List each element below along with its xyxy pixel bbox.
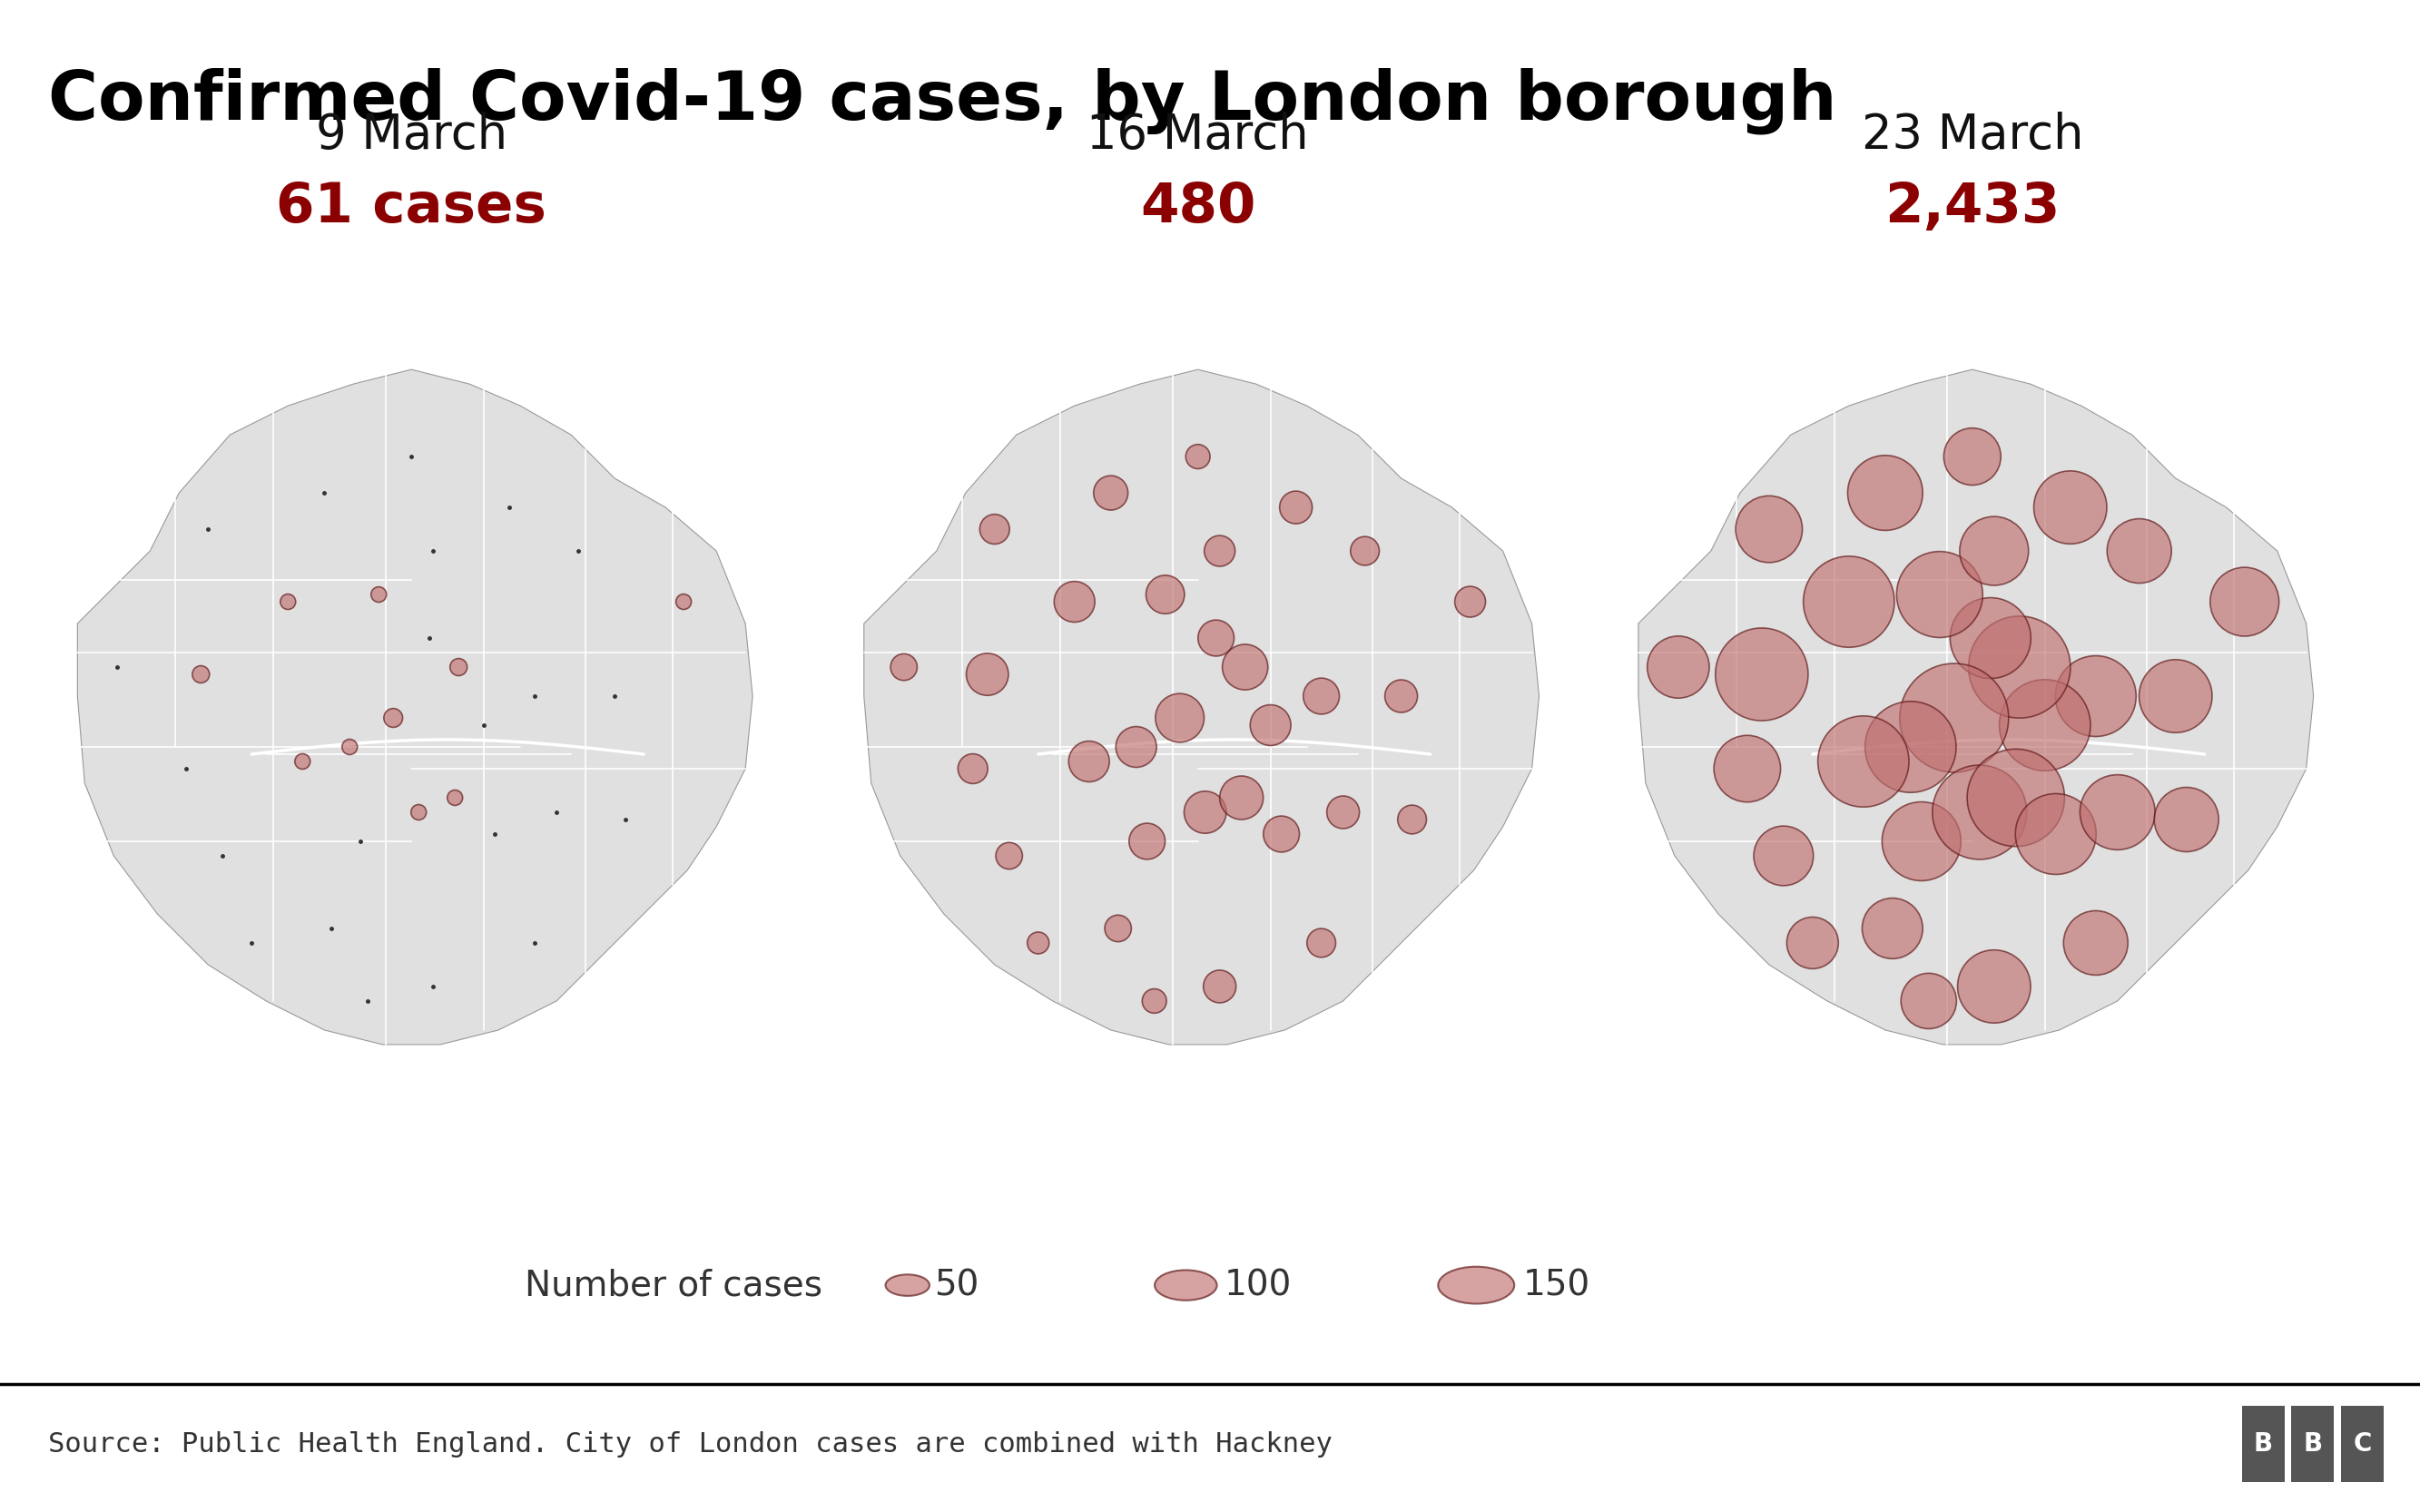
Circle shape <box>1186 445 1210 469</box>
Circle shape <box>1326 795 1360 829</box>
Circle shape <box>1070 741 1108 782</box>
Circle shape <box>281 594 295 609</box>
Text: Source: Public Health England. City of London cases are combined with Hackney: Source: Public Health England. City of L… <box>48 1430 1333 1458</box>
Circle shape <box>1713 735 1781 801</box>
Circle shape <box>1648 637 1709 699</box>
Circle shape <box>2108 519 2171 584</box>
Circle shape <box>2154 788 2219 851</box>
Ellipse shape <box>1437 1267 1515 1303</box>
Circle shape <box>980 514 1009 544</box>
Circle shape <box>385 709 402 727</box>
Text: B: B <box>2304 1432 2323 1456</box>
Circle shape <box>1735 496 1803 562</box>
Circle shape <box>1754 826 1813 886</box>
Text: 9 March: 9 March <box>315 112 508 159</box>
Circle shape <box>1866 702 1955 792</box>
Text: 2,433: 2,433 <box>1885 181 2059 234</box>
Circle shape <box>1055 582 1094 621</box>
Circle shape <box>2016 794 2096 874</box>
Text: 50: 50 <box>934 1269 980 1302</box>
Circle shape <box>1967 748 2064 847</box>
Circle shape <box>341 739 358 754</box>
Circle shape <box>1384 680 1418 712</box>
Circle shape <box>1147 575 1183 614</box>
Ellipse shape <box>886 1275 929 1296</box>
Text: 100: 100 <box>1225 1269 1292 1302</box>
Circle shape <box>1967 617 2072 718</box>
Circle shape <box>448 791 462 806</box>
Circle shape <box>1951 597 2030 679</box>
FancyBboxPatch shape <box>2292 1406 2335 1482</box>
Circle shape <box>1803 556 1895 647</box>
Polygon shape <box>864 369 1539 1045</box>
Circle shape <box>995 842 1024 869</box>
Circle shape <box>1183 791 1227 833</box>
Circle shape <box>1280 491 1312 523</box>
Circle shape <box>2209 567 2280 637</box>
Text: Number of cases: Number of cases <box>525 1269 823 1302</box>
Text: 23 March: 23 March <box>1861 112 2084 159</box>
Circle shape <box>1116 727 1157 767</box>
Circle shape <box>1222 644 1268 689</box>
Circle shape <box>1154 694 1205 742</box>
Text: 480: 480 <box>1140 181 1256 234</box>
Text: 61 cases: 61 cases <box>276 181 547 234</box>
Circle shape <box>1130 823 1164 859</box>
Circle shape <box>1094 476 1128 510</box>
Circle shape <box>1203 971 1237 1002</box>
Circle shape <box>1454 587 1486 617</box>
Circle shape <box>2055 656 2137 736</box>
Circle shape <box>1026 931 1050 954</box>
Circle shape <box>1934 765 2026 859</box>
Circle shape <box>1716 627 1808 721</box>
Circle shape <box>1883 801 1960 881</box>
Circle shape <box>1960 517 2028 585</box>
Circle shape <box>1999 679 2091 771</box>
Circle shape <box>411 804 426 820</box>
Circle shape <box>958 754 987 783</box>
FancyBboxPatch shape <box>2241 1406 2284 1482</box>
Circle shape <box>1251 705 1290 745</box>
Circle shape <box>1861 898 1924 959</box>
Circle shape <box>1958 950 2030 1024</box>
Circle shape <box>2064 910 2127 975</box>
Text: 16 March: 16 March <box>1087 112 1309 159</box>
Polygon shape <box>1638 369 2314 1045</box>
Circle shape <box>1943 428 2001 485</box>
Text: B: B <box>2253 1432 2272 1456</box>
Circle shape <box>2079 774 2156 850</box>
FancyBboxPatch shape <box>2340 1406 2384 1482</box>
Circle shape <box>1142 989 1166 1013</box>
Circle shape <box>1205 535 1234 567</box>
Circle shape <box>1817 715 1909 807</box>
Circle shape <box>191 665 211 683</box>
Circle shape <box>966 653 1009 696</box>
Circle shape <box>1786 918 1839 969</box>
Ellipse shape <box>1154 1270 1217 1300</box>
Circle shape <box>1304 677 1338 714</box>
Circle shape <box>1307 928 1336 957</box>
Text: Confirmed Covid-19 cases, by London borough: Confirmed Covid-19 cases, by London boro… <box>48 68 1837 135</box>
Circle shape <box>1263 816 1300 853</box>
Circle shape <box>1104 915 1133 942</box>
Circle shape <box>1220 776 1263 820</box>
Circle shape <box>675 594 692 609</box>
Circle shape <box>450 659 467 676</box>
Circle shape <box>1350 537 1379 565</box>
Circle shape <box>1399 804 1425 835</box>
Circle shape <box>1902 974 1955 1028</box>
Text: 150: 150 <box>1522 1269 1590 1302</box>
Circle shape <box>1198 620 1234 656</box>
Circle shape <box>295 754 310 770</box>
Circle shape <box>370 587 387 602</box>
Circle shape <box>891 653 917 680</box>
Circle shape <box>2033 470 2108 544</box>
Circle shape <box>1897 552 1982 638</box>
Circle shape <box>1846 455 1924 531</box>
Circle shape <box>1900 664 2009 773</box>
Text: C: C <box>2352 1432 2372 1456</box>
Circle shape <box>2139 659 2212 733</box>
Polygon shape <box>77 369 753 1045</box>
